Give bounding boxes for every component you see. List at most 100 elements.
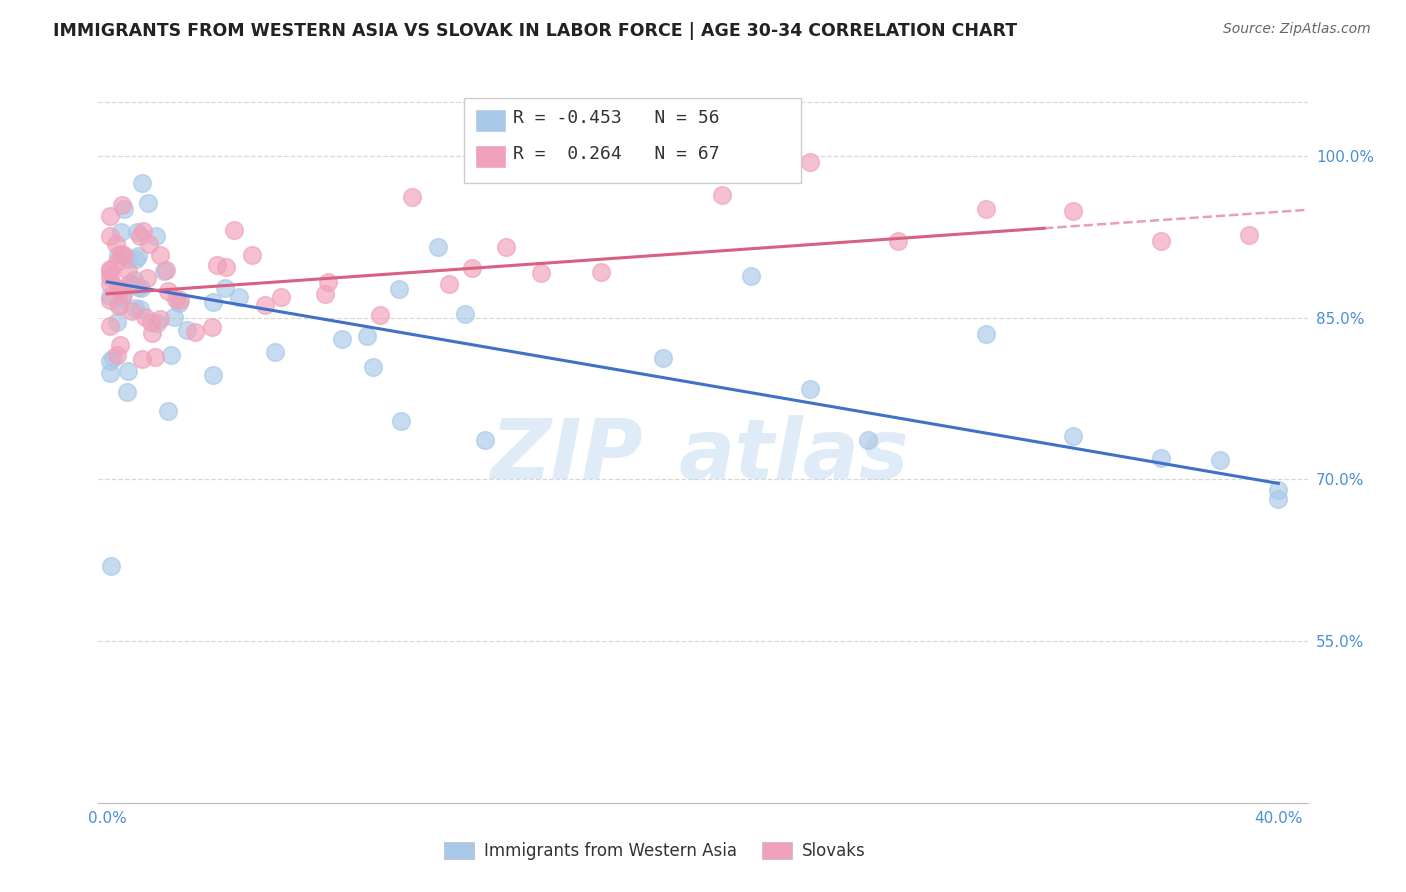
Point — [356, 329, 378, 343]
Point — [858, 433, 880, 447]
Point — [149, 248, 172, 262]
Point — [120, 277, 142, 291]
Point — [121, 277, 143, 292]
Point — [132, 224, 155, 238]
Point — [107, 297, 129, 311]
Point — [1062, 204, 1084, 219]
Text: IMMIGRANTS FROM WESTERN ASIA VS SLOVAK IN LABOR FORCE | AGE 30-34 CORRELATION CH: IMMIGRANTS FROM WESTERN ASIA VS SLOVAK I… — [53, 22, 1018, 40]
Point — [361, 359, 384, 374]
Point — [111, 197, 134, 211]
Point — [127, 280, 149, 294]
Point — [104, 237, 127, 252]
Text: R = -0.453   N = 56: R = -0.453 N = 56 — [513, 109, 720, 127]
Point — [240, 247, 263, 261]
Point — [157, 285, 180, 299]
Point — [129, 281, 152, 295]
Point — [149, 312, 172, 326]
Point — [401, 189, 423, 203]
Point — [100, 558, 122, 573]
Point — [1209, 453, 1232, 467]
Point — [270, 290, 292, 304]
Point — [391, 414, 413, 428]
Point — [652, 351, 675, 365]
Point — [495, 240, 517, 254]
Point — [98, 318, 121, 333]
Point — [136, 196, 159, 211]
Point — [98, 209, 121, 223]
Point — [314, 286, 336, 301]
Point — [974, 202, 997, 217]
Point — [125, 252, 148, 266]
Point — [253, 297, 276, 311]
Point — [184, 325, 207, 339]
Point — [263, 344, 285, 359]
Point — [1267, 492, 1289, 507]
Point — [157, 404, 180, 418]
Point — [461, 261, 484, 276]
Point — [124, 301, 146, 316]
Point — [131, 176, 153, 190]
Point — [98, 263, 121, 277]
Point — [1150, 450, 1173, 465]
Point — [98, 229, 121, 244]
Point — [974, 326, 997, 341]
Point — [589, 265, 612, 279]
Point — [111, 286, 134, 301]
Point — [112, 202, 135, 216]
Point — [214, 281, 236, 295]
Point — [103, 351, 125, 365]
Point — [316, 275, 339, 289]
Point — [427, 240, 450, 254]
Point — [98, 354, 121, 368]
Point — [125, 225, 148, 239]
Point — [799, 155, 821, 169]
Point — [886, 234, 908, 248]
Point — [129, 229, 152, 244]
Point — [163, 310, 186, 325]
Point — [107, 281, 129, 295]
Point — [740, 269, 762, 284]
Point — [368, 308, 391, 322]
Point — [1062, 429, 1084, 443]
Point — [1326, 220, 1348, 235]
Point — [205, 258, 228, 272]
Point — [169, 293, 191, 307]
Point — [201, 295, 224, 310]
Point — [145, 229, 167, 244]
Point — [1150, 234, 1173, 248]
Legend: Immigrants from Western Asia, Slovaks: Immigrants from Western Asia, Slovaks — [437, 835, 872, 867]
Point — [131, 351, 153, 366]
Text: Source: ZipAtlas.com: Source: ZipAtlas.com — [1223, 22, 1371, 37]
Point — [105, 315, 128, 329]
Point — [146, 316, 169, 330]
Point — [134, 310, 156, 324]
Point — [474, 434, 496, 448]
Point — [1267, 483, 1289, 498]
Point — [167, 296, 190, 310]
Point — [122, 273, 145, 287]
Text: ZIP: ZIP — [489, 416, 643, 497]
Point — [98, 270, 121, 285]
Point — [201, 319, 224, 334]
Point — [799, 382, 821, 396]
Point — [136, 271, 159, 285]
Point — [155, 262, 177, 277]
Point — [388, 282, 411, 296]
Point — [138, 237, 160, 252]
Point — [111, 290, 134, 304]
Text: atlas: atlas — [679, 416, 910, 497]
Point — [711, 188, 734, 202]
Point — [437, 277, 460, 291]
Point — [110, 225, 132, 239]
Point — [141, 326, 163, 341]
Point — [117, 252, 139, 267]
Point — [108, 337, 131, 351]
Text: R =  0.264   N = 67: R = 0.264 N = 67 — [513, 145, 720, 162]
Point — [105, 348, 128, 362]
Point — [160, 348, 183, 362]
Point — [332, 333, 354, 347]
Point — [127, 249, 149, 263]
Point — [128, 301, 150, 316]
Point — [145, 350, 167, 364]
Point — [176, 323, 198, 337]
